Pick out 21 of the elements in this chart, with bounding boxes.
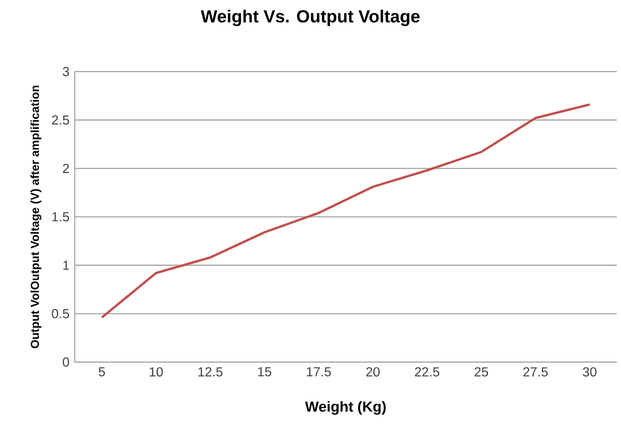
x-tick-label: 10	[150, 367, 163, 376]
y-tick-label: 1.5	[52, 212, 70, 222]
y-tick-label: 3	[62, 66, 70, 76]
x-tick-label: 17.5	[306, 367, 331, 376]
y-tick-label: 2	[62, 164, 69, 173]
x-tick-label: 12.5	[198, 367, 222, 376]
x-tick-label: 30	[582, 367, 596, 376]
x-axis-title: Weight (Kg)	[305, 400, 386, 415]
y-tick-label: 0.5	[52, 308, 70, 318]
x-tick-label: 27.5	[523, 367, 548, 376]
y-axis-title: Output VolOutput Voltage (V) after amplification	[30, 86, 42, 348]
chart-title: Weight Vs. Output Voltage	[200, 10, 420, 26]
y-tick-label: 2.5	[52, 115, 70, 125]
x-tick-label: 20	[366, 367, 380, 376]
x-tick-label: 15	[258, 367, 272, 376]
x-tick-label: 22.5	[414, 367, 440, 376]
y-tick-label: 1	[63, 260, 69, 270]
x-tick-label: 25	[474, 367, 488, 376]
x-tick-label: 5	[98, 367, 105, 376]
line-series	[100, 103, 591, 319]
y-tick-label: 0	[62, 357, 70, 367]
